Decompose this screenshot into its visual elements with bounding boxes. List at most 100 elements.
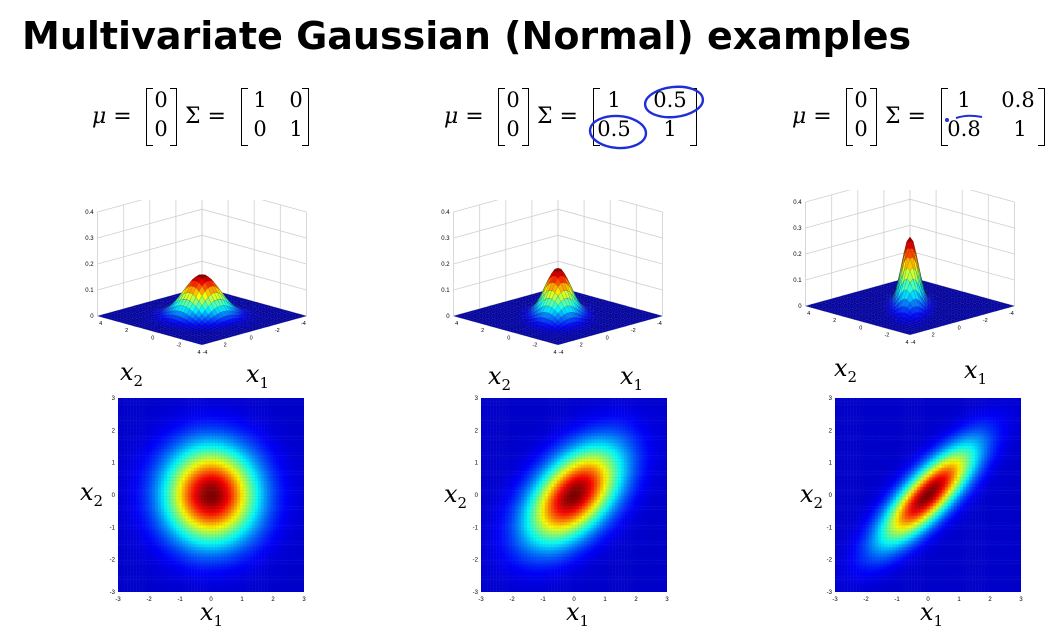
heatmap-ytick: 2 bbox=[829, 428, 833, 434]
heatmap-xtick: -1 bbox=[540, 597, 546, 603]
z-tick-label: 0.4 bbox=[793, 200, 802, 206]
surface-patch bbox=[906, 332, 914, 335]
heatmap-xtick: -2 bbox=[146, 597, 152, 603]
surface-xlabel-3: x1 bbox=[964, 356, 988, 388]
mu-label-1: μ = bbox=[92, 104, 132, 129]
grid-line bbox=[453, 234, 663, 265]
heatmap-xtick: -3 bbox=[832, 597, 838, 603]
heatmap-xtick: -1 bbox=[177, 597, 183, 603]
surface-plot-1: 00.10.20.30.44 -42 -20 0-2 2-44 bbox=[85, 200, 307, 356]
z-tick-label: 0.2 bbox=[441, 262, 450, 268]
contour-heatmap-2 bbox=[481, 398, 667, 592]
heatmap-ylabel-3: x2 bbox=[800, 480, 824, 512]
x2-tick-label: 4 bbox=[197, 350, 200, 356]
heatmap-ytick: 1 bbox=[829, 461, 833, 467]
heatmap-ytick: 3 bbox=[112, 396, 116, 402]
surface-plot-2: 00.10.20.30.44 -42 -20 0-2 2-44 bbox=[441, 200, 663, 356]
grid-line bbox=[97, 200, 307, 213]
surface-patch bbox=[554, 342, 562, 345]
heatmap-xtick: -1 bbox=[894, 597, 900, 603]
z-tick-label: 0 bbox=[446, 314, 450, 320]
sigma-label-2: Σ = bbox=[537, 104, 578, 129]
mu-value-3-1: 0 bbox=[854, 117, 868, 141]
surface-ylabel-1: x2 bbox=[120, 358, 144, 390]
x1-tick-label: -2 bbox=[884, 333, 889, 339]
mu-value-1-1: 0 bbox=[154, 117, 168, 141]
grid-line bbox=[97, 234, 307, 265]
surface-xlabel-2: x1 bbox=[620, 362, 644, 394]
x2-tick-label: -4 bbox=[1009, 311, 1014, 317]
heatmap-xtick: -3 bbox=[478, 597, 484, 603]
heatmap-ytick: 1 bbox=[112, 461, 116, 467]
sigma-bracket-right-2 bbox=[690, 88, 697, 146]
sigma-bracket-left-1 bbox=[241, 88, 248, 146]
heatmap-ytick: -3 bbox=[827, 590, 833, 596]
x2-tick-label: 0 bbox=[250, 335, 253, 341]
sigma-cell-2-00: 1 bbox=[607, 88, 621, 112]
heatmap-xtick: 3 bbox=[1019, 597, 1023, 603]
x2-tick-label: 2 bbox=[224, 343, 227, 349]
grid-line bbox=[97, 208, 307, 239]
mu-value-2-0: 0 bbox=[506, 88, 520, 112]
heatmap-ylabel-1: x2 bbox=[80, 478, 104, 510]
sigma-cell-1-10: 0 bbox=[253, 117, 267, 141]
formula-3: μ = 0 0 Σ = 1 0.8 0.8 1 bbox=[792, 84, 1054, 152]
sigma-cell-3-00: 1 bbox=[957, 88, 971, 112]
sigma-cell-3-10: 0.8 bbox=[947, 117, 981, 141]
x1-tick-label: -4 bbox=[203, 350, 208, 356]
x1-tick-label: 2 bbox=[833, 318, 836, 324]
heatmap-xtick: 2 bbox=[271, 597, 275, 603]
heatmap-ylabel-2: x2 bbox=[444, 480, 468, 512]
mu-bracket-right-1 bbox=[170, 88, 177, 146]
heatmap-ytick: 0 bbox=[475, 493, 479, 499]
contour-heatmap-3 bbox=[835, 398, 1021, 592]
grid-line bbox=[97, 260, 307, 291]
x2-tick-label: 4 bbox=[553, 350, 556, 356]
heatmap-xtick: 3 bbox=[302, 597, 306, 603]
x1-tick-label: -2 bbox=[532, 343, 537, 349]
sigma-cell-2-11: 1 bbox=[663, 117, 677, 141]
slide-title: Multivariate Gaussian (Normal) examples bbox=[22, 14, 912, 58]
heatmap-xtick: 1 bbox=[240, 597, 244, 603]
surface-ylabel-2: x2 bbox=[488, 362, 512, 394]
z-tick-label: 0.3 bbox=[85, 236, 94, 242]
mu-bracket-left-2 bbox=[498, 88, 505, 146]
sigma-cell-3-01: 0.8 bbox=[1001, 88, 1035, 112]
surface-xlabel-1: x1 bbox=[246, 360, 270, 392]
sigma-cell-1-00: 1 bbox=[253, 88, 267, 112]
heatmap-xtick: 1 bbox=[603, 597, 607, 603]
x1-tick-label: 2 bbox=[125, 328, 128, 334]
heatmap-ytick: 0 bbox=[829, 493, 833, 499]
sigma-cell-2-10: 0.5 bbox=[597, 117, 631, 141]
mu-label-2: μ = bbox=[444, 104, 484, 129]
heatmap-ytick: 1 bbox=[475, 461, 479, 467]
sigma-bracket-right-3 bbox=[1038, 88, 1045, 146]
z-tick-label: 0.2 bbox=[793, 252, 802, 258]
formula-2: μ = 0 0 Σ = 1 0.5 0.5 1 bbox=[444, 84, 744, 152]
mu-label-3: μ = bbox=[792, 104, 832, 129]
heatmap-ytick: -1 bbox=[110, 525, 116, 531]
contour-heatmap-1 bbox=[118, 398, 304, 592]
grid-line bbox=[805, 190, 1015, 203]
heatmap-ytick: -2 bbox=[473, 558, 479, 564]
x2-tick-label: 4 bbox=[905, 340, 908, 346]
heatmap-ytick: 0 bbox=[112, 493, 116, 499]
heatmap-ytick: -2 bbox=[827, 558, 833, 564]
mu-bracket-left-3 bbox=[846, 88, 853, 146]
heatmap-xlabel-3: x1 bbox=[920, 598, 944, 630]
sigma-label-3: Σ = bbox=[885, 104, 926, 129]
heatmap-ytick: -3 bbox=[110, 590, 116, 596]
heatmap-xtick: -3 bbox=[115, 597, 121, 603]
x2-tick-label: -4 bbox=[657, 321, 662, 327]
x1-tick-label: 2 bbox=[481, 328, 484, 334]
grid-line bbox=[453, 208, 663, 239]
heatmap-xlabel-1: x1 bbox=[200, 598, 224, 630]
x2-tick-label: -2 bbox=[983, 318, 988, 324]
z-tick-label: 0.3 bbox=[441, 236, 450, 242]
mu-bracket-left-1 bbox=[146, 88, 153, 146]
grid-line bbox=[453, 260, 663, 291]
sigma-label-1: Σ = bbox=[185, 104, 226, 129]
grid-line bbox=[805, 224, 1015, 255]
mu-value-3-0: 0 bbox=[854, 88, 868, 112]
surface-patch bbox=[198, 342, 206, 345]
